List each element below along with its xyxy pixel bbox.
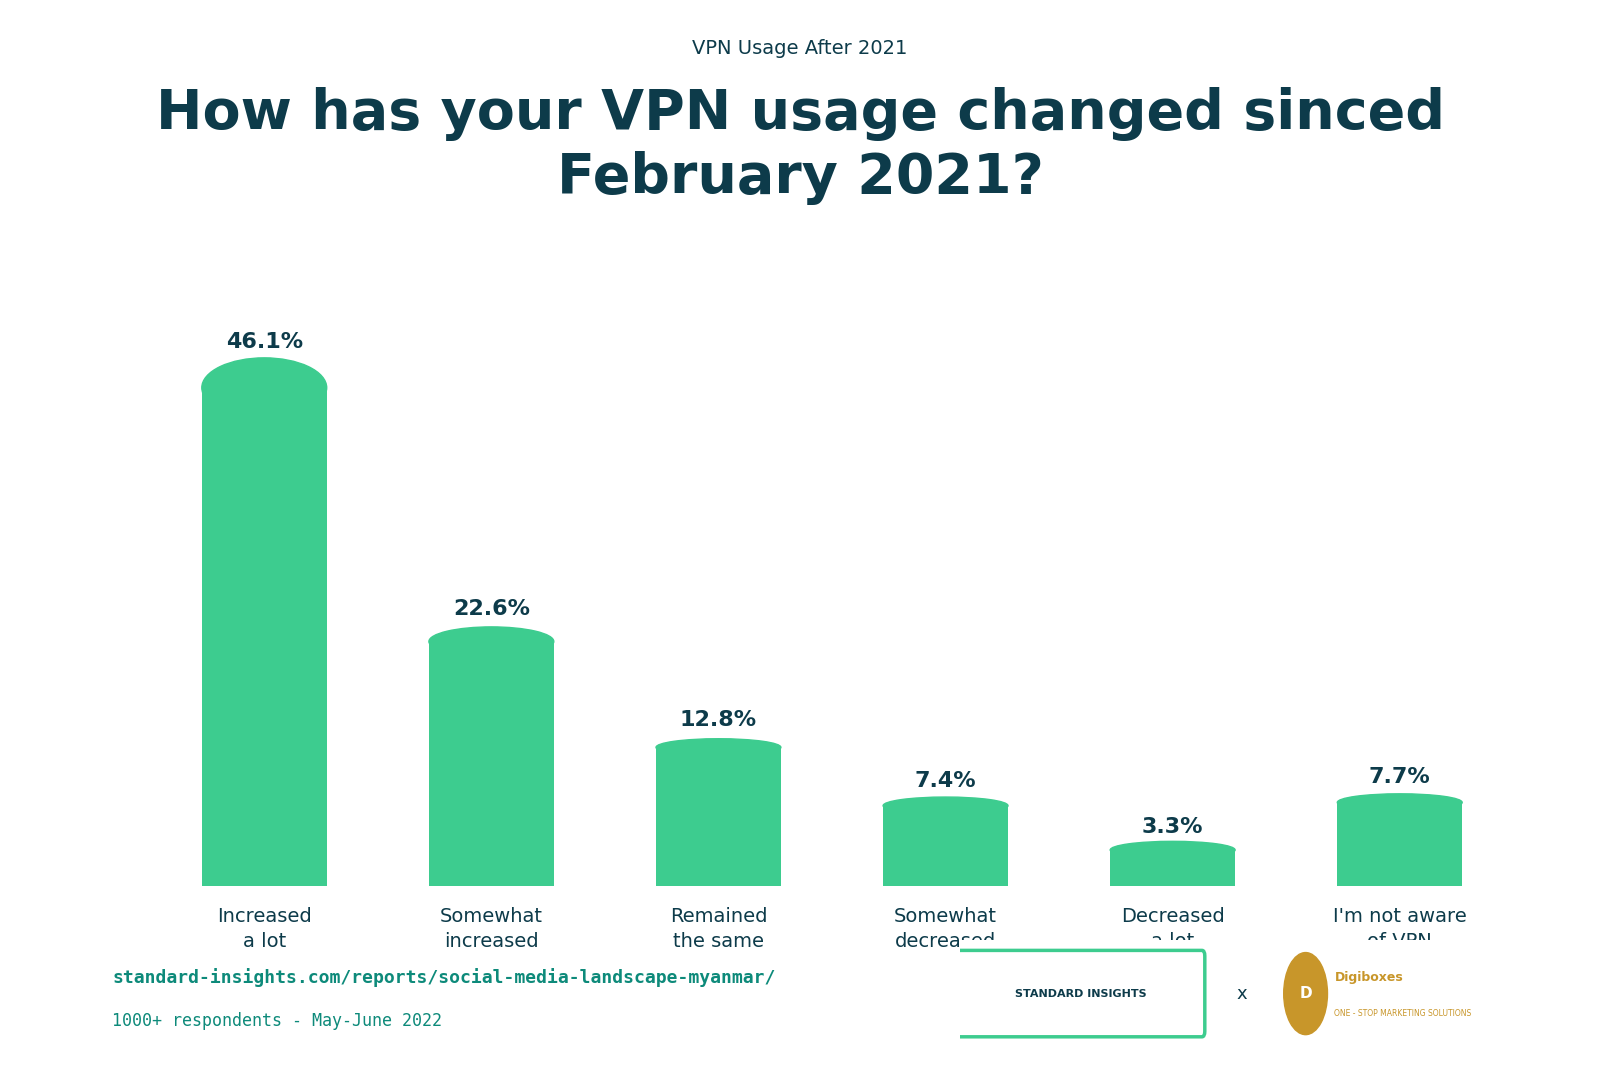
Text: 1000+ respondents - May-June 2022: 1000+ respondents - May-June 2022 xyxy=(112,1012,442,1029)
Ellipse shape xyxy=(1338,794,1462,811)
Text: 12.8%: 12.8% xyxy=(680,710,757,730)
Bar xyxy=(429,642,554,886)
Text: D: D xyxy=(1299,986,1312,1001)
Bar xyxy=(1110,850,1235,886)
FancyBboxPatch shape xyxy=(957,950,1205,1037)
Bar xyxy=(883,806,1008,886)
Text: STANDARD INSIGHTS: STANDARD INSIGHTS xyxy=(1014,988,1147,999)
Circle shape xyxy=(1283,953,1328,1035)
Text: 7.4%: 7.4% xyxy=(915,771,976,791)
Text: x: x xyxy=(1237,985,1248,1002)
Bar xyxy=(202,388,326,886)
Bar xyxy=(656,747,781,886)
Text: Digiboxes: Digiboxes xyxy=(1334,971,1403,984)
Ellipse shape xyxy=(202,357,326,418)
Ellipse shape xyxy=(656,739,781,756)
Text: 22.6%: 22.6% xyxy=(453,598,530,619)
Ellipse shape xyxy=(1110,841,1235,859)
Ellipse shape xyxy=(883,797,1008,814)
Text: How has your VPN usage changed sinced
February 2021?: How has your VPN usage changed sinced Fe… xyxy=(155,86,1445,205)
Text: 3.3%: 3.3% xyxy=(1142,818,1203,837)
Text: 46.1%: 46.1% xyxy=(226,332,302,352)
Text: ONE - STOP MARKETING SOLUTIONS: ONE - STOP MARKETING SOLUTIONS xyxy=(1334,1009,1472,1017)
Text: 7.7%: 7.7% xyxy=(1370,768,1430,787)
Ellipse shape xyxy=(429,626,554,657)
Text: VPN Usage After 2021: VPN Usage After 2021 xyxy=(693,39,907,58)
Bar xyxy=(1338,802,1462,886)
Text: standard-insights.com/reports/social-media-landscape-myanmar/: standard-insights.com/reports/social-med… xyxy=(112,968,776,987)
